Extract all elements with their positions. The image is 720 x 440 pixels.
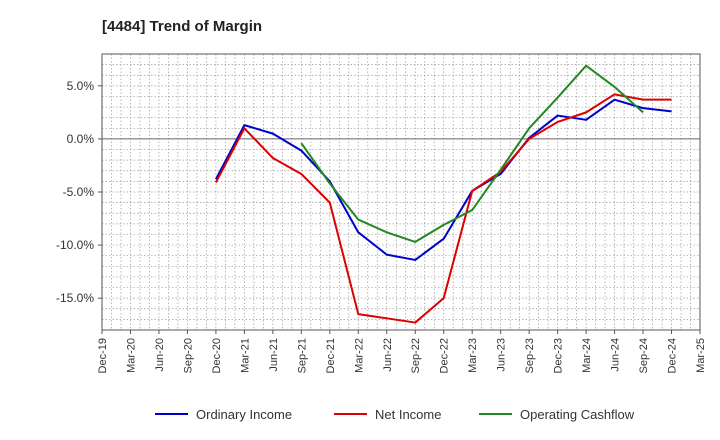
y-tick-label: -5.0% [63, 185, 95, 199]
chart-title: [4484] Trend of Margin [102, 18, 262, 35]
x-tick-label: Jun-23 [496, 338, 508, 372]
x-axis: Dec-19 Mar-20 Jun-20 Sep-20 Dec-20 Mar-21 Jun-… [97, 330, 707, 373]
legend-label-ordinary-income: Ordinary Income [196, 407, 292, 422]
series-line-operating-cashflow [300, 64, 644, 243]
y-axis: 5.0% 0.0% -5.0% -10.0% -15.0% [56, 79, 102, 305]
legend: Ordinary Income Net Income Operating Cashf… [155, 407, 635, 422]
series-lines [215, 64, 672, 324]
x-tick-label: Sep-21 [296, 338, 308, 373]
legend-label-operating-cashflow: Operating Cashflow [520, 407, 635, 422]
x-tick-label: Dec-22 [439, 338, 451, 373]
x-tick-label: Jun-20 [154, 338, 166, 372]
x-tick-label: Mar-21 [239, 338, 251, 373]
x-tick-label: Dec-24 [667, 338, 679, 373]
x-tick-label: Sep-22 [410, 338, 422, 373]
y-tick-label: -15.0% [56, 291, 94, 305]
y-tick-label: 0.0% [67, 132, 95, 146]
legend-label-net-income: Net Income [375, 407, 441, 422]
x-tick-label: Jun-22 [382, 338, 394, 372]
x-tick-label: Mar-24 [581, 338, 593, 373]
x-tick-label: Dec-21 [325, 338, 337, 373]
x-tick-label: Mar-23 [467, 338, 479, 373]
x-tick-label: Mar-20 [125, 338, 137, 373]
x-tick-label: Sep-20 [182, 338, 194, 373]
y-tick-label: -10.0% [56, 238, 94, 252]
x-tick-label: Dec-20 [211, 338, 223, 373]
series-line-net-income [215, 93, 672, 324]
x-tick-label: Dec-23 [553, 338, 565, 373]
y-tick-label: 5.0% [67, 79, 95, 93]
grid [102, 53, 700, 331]
x-tick-label: Jun-21 [268, 338, 280, 372]
x-tick-label: Mar-22 [353, 338, 365, 373]
x-tick-label: Sep-23 [524, 338, 536, 373]
x-tick-label: Mar-25 [695, 338, 707, 373]
series-line-ordinary-income [215, 98, 672, 261]
x-tick-label: Dec-19 [97, 338, 109, 373]
x-tick-label: Sep-24 [638, 338, 650, 373]
x-tick-label: Jun-24 [610, 338, 622, 372]
